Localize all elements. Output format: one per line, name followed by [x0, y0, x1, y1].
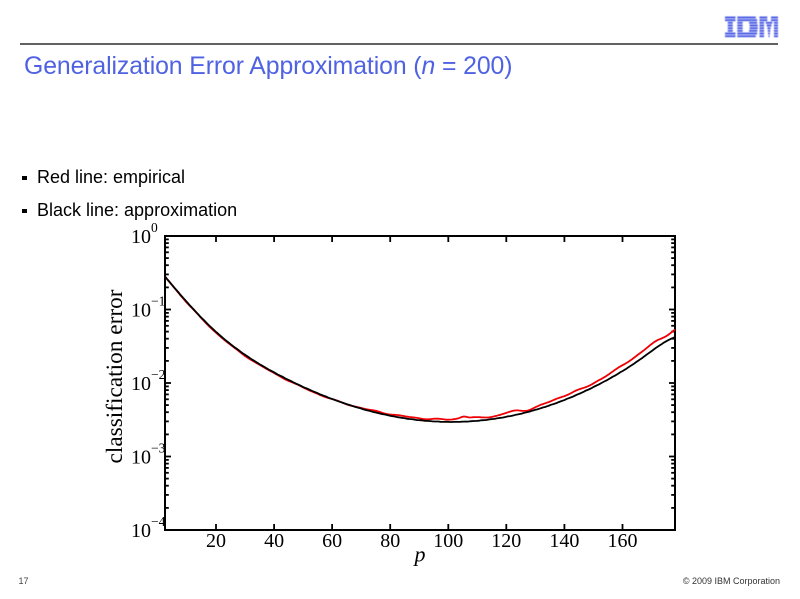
svg-text:80: 80: [380, 530, 400, 552]
svg-text:10−2: 10−2: [131, 367, 165, 395]
svg-text:160: 160: [608, 530, 638, 552]
svg-text:p: p: [413, 542, 426, 567]
svg-text:40: 40: [264, 530, 284, 552]
svg-text:10−1: 10−1: [131, 294, 165, 322]
svg-text:100: 100: [433, 530, 463, 552]
svg-text:20: 20: [206, 530, 226, 552]
svg-text:classification error: classification error: [102, 289, 128, 463]
svg-text:10−4: 10−4: [131, 514, 166, 542]
svg-text:140: 140: [549, 530, 579, 552]
svg-text:100: 100: [131, 220, 158, 248]
svg-text:10−3: 10−3: [131, 441, 166, 469]
svg-text:60: 60: [322, 530, 342, 552]
svg-text:120: 120: [491, 530, 521, 552]
